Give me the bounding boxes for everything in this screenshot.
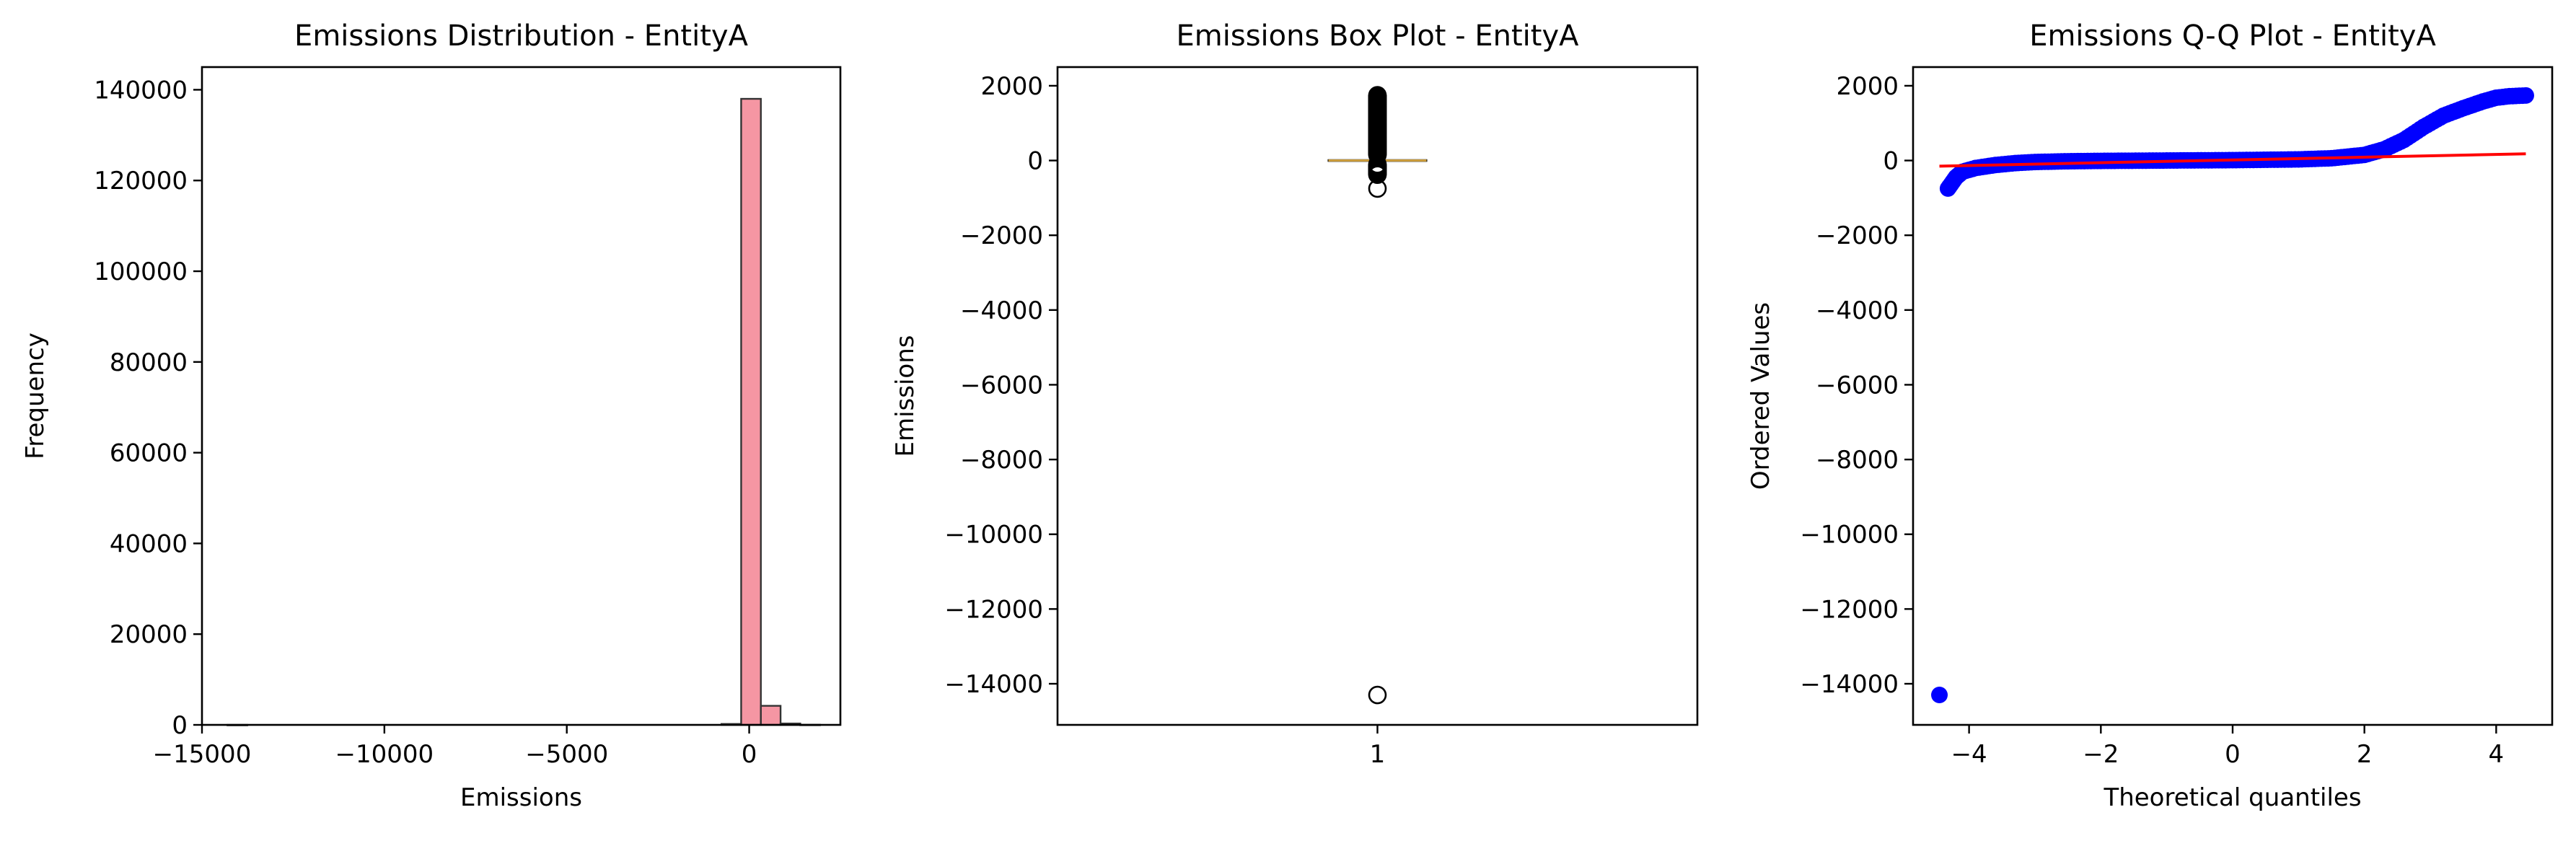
x-tick-label: 2 <box>2357 740 2373 769</box>
y-tick-label: −14000 <box>944 670 1043 699</box>
plot-frame <box>1056 66 1699 726</box>
y-tick-label: 140000 <box>94 76 188 105</box>
y-tick-label: 20000 <box>110 620 188 649</box>
box-outlier <box>1368 685 1387 705</box>
y-tick-label: 120000 <box>94 167 188 195</box>
y-axis-label: Frequency <box>21 333 50 459</box>
y-tick-label: −10000 <box>1800 521 1899 550</box>
y-tick-label: 0 <box>172 711 188 740</box>
y-tick-label: −6000 <box>960 371 1043 400</box>
chart-title: Emissions Distribution - EntityA <box>294 19 749 53</box>
x-tick-label: 4 <box>2489 740 2505 769</box>
histogram-bar <box>760 705 782 726</box>
y-tick-label: 80000 <box>110 348 188 377</box>
chart-title: Emissions Box Plot - EntityA <box>1177 19 1580 53</box>
chart-title: Emissions Q-Q Plot - EntityA <box>2029 19 2436 53</box>
y-tick-label: −12000 <box>1800 595 1899 624</box>
plot-frame <box>1912 66 2554 726</box>
y-tick-label: 100000 <box>94 257 188 286</box>
y-axis-label: Emissions <box>891 335 920 457</box>
x-tick-label: −4 <box>1951 740 1987 769</box>
box-outlier <box>1368 155 1387 174</box>
y-tick-label: 0 <box>1883 147 1899 176</box>
box-outlier <box>1368 179 1387 198</box>
x-tick-label: −2 <box>2083 740 2119 769</box>
histogram-bar <box>740 97 762 726</box>
plot-frame <box>201 66 842 726</box>
y-tick-label: 40000 <box>110 529 188 558</box>
y-tick-label: 60000 <box>110 439 188 468</box>
qq-fit-line <box>1939 152 2526 168</box>
chart-panel-2: Emissions Box Plot - EntityA 2000 0 −2000 −4… <box>891 19 1699 769</box>
y-tick-label: −6000 <box>1816 371 1899 400</box>
x-tick-label: 0 <box>742 740 757 769</box>
y-tick-label: −14000 <box>1800 670 1899 699</box>
y-tick-label: −8000 <box>1816 446 1899 475</box>
x-tick-label: −10000 <box>335 740 434 769</box>
y-axis-label: Ordered Values <box>1746 302 1775 490</box>
y-tick-label: 0 <box>1027 147 1043 176</box>
chart-panel-3: Emissions Q-Q Plot - EntityA 2000 0 −2000 −4… <box>1746 19 2554 812</box>
x-axis-label: Theoretical quantiles <box>2103 783 2361 812</box>
y-tick-label: 2000 <box>1836 72 1899 101</box>
y-tick-label: −2000 <box>960 221 1043 250</box>
x-tick-label: 0 <box>2225 740 2241 769</box>
qq-point <box>1931 687 1948 704</box>
y-tick-label: 2000 <box>980 72 1043 101</box>
y-tick-label: −2000 <box>1816 221 1899 250</box>
qq-point <box>2517 87 2534 104</box>
x-axis-label: Emissions <box>460 783 582 812</box>
x-tick-label: −5000 <box>525 740 608 769</box>
x-tick-label: −15000 <box>153 740 252 769</box>
y-tick-label: −4000 <box>1816 296 1899 325</box>
y-tick-label: −8000 <box>960 446 1043 475</box>
qq-point <box>1939 180 1956 197</box>
y-tick-label: −10000 <box>944 521 1043 550</box>
x-tick-label: 1 <box>1370 740 1386 769</box>
box-outlier <box>1368 86 1387 105</box>
y-tick-label: −4000 <box>960 296 1043 325</box>
y-tick-label: −12000 <box>944 595 1043 624</box>
chart-panel-1: Emissions Distribution - EntityA 0 20000 40… <box>21 19 842 812</box>
